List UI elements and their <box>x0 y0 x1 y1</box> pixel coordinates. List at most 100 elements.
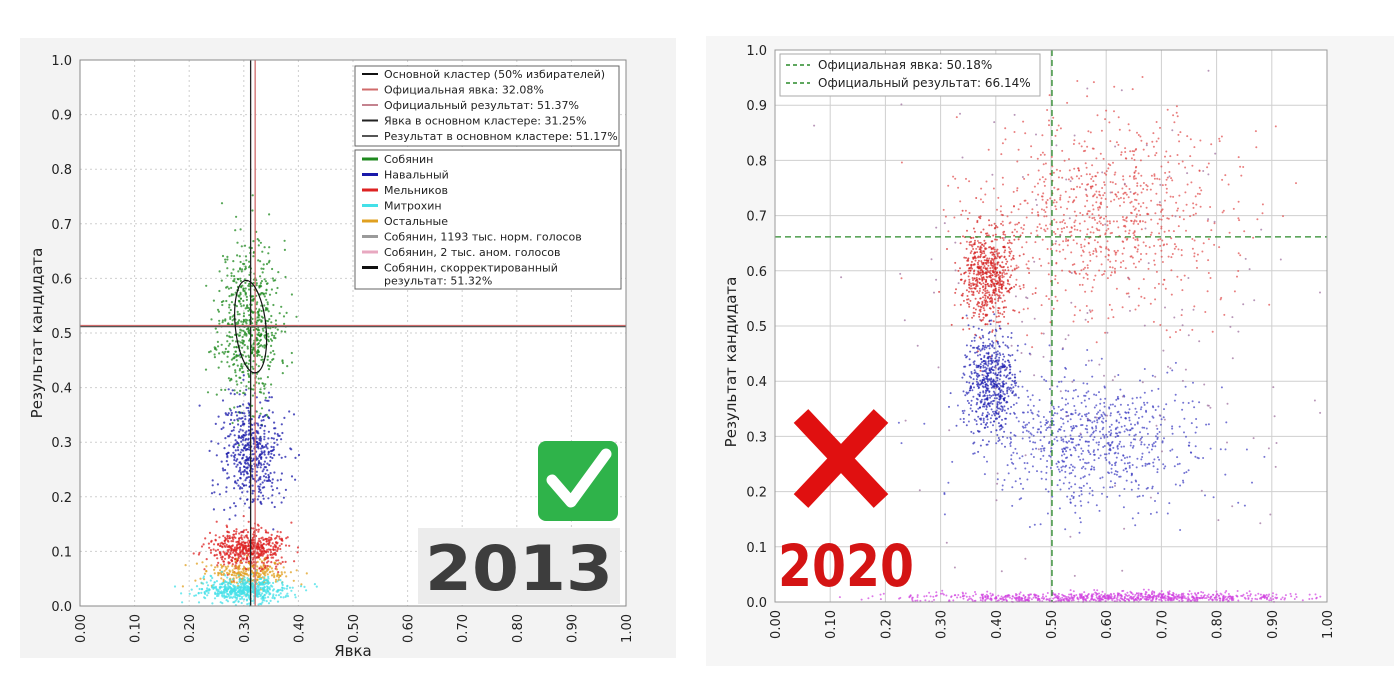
data-point <box>1154 286 1156 289</box>
data-point <box>1134 266 1137 269</box>
data-point <box>233 529 236 533</box>
data-point <box>1037 169 1040 172</box>
data-point <box>273 334 276 337</box>
data-point <box>1059 198 1062 201</box>
data-point <box>243 579 246 582</box>
data-point <box>978 273 981 275</box>
data-point <box>1176 154 1179 156</box>
chart-2013: 0.00.10.20.30.40.50.60.70.80.91.0 0.00 0.… <box>20 38 676 658</box>
data-point <box>993 264 996 267</box>
data-point <box>1184 166 1187 169</box>
data-point <box>979 253 982 256</box>
data-point <box>1134 524 1137 527</box>
data-point <box>985 372 988 375</box>
data-point <box>225 599 228 602</box>
data-point <box>1091 147 1094 150</box>
data-point <box>252 527 255 530</box>
data-point <box>1014 359 1017 362</box>
data-point <box>1001 142 1004 145</box>
data-point <box>1033 185 1036 188</box>
data-point <box>977 450 980 453</box>
data-point <box>975 247 978 250</box>
data-point <box>982 288 985 291</box>
data-point <box>282 596 285 599</box>
data-point <box>1003 405 1006 408</box>
data-point <box>242 454 245 457</box>
data-point <box>964 209 967 212</box>
data-point <box>1010 274 1013 277</box>
data-point <box>1114 171 1117 174</box>
data-point <box>970 404 973 407</box>
data-point <box>263 570 267 573</box>
data-point <box>234 480 237 483</box>
data-point <box>1003 430 1006 433</box>
data-point <box>276 328 279 331</box>
data-point <box>240 245 243 248</box>
data-point <box>1081 249 1084 252</box>
data-point <box>1107 227 1110 230</box>
data-point <box>1002 224 1004 227</box>
data-point <box>250 599 253 603</box>
data-point <box>242 558 245 561</box>
data-point <box>1054 205 1057 208</box>
data-point <box>256 556 259 559</box>
data-point <box>1027 173 1030 176</box>
data-point <box>257 572 260 575</box>
data-point <box>962 412 965 415</box>
data-point <box>1114 253 1117 256</box>
data-point <box>246 537 249 540</box>
data-point <box>241 580 244 583</box>
data-point <box>996 478 999 481</box>
data-point <box>968 305 971 308</box>
data-point <box>226 472 229 475</box>
data-point <box>1024 199 1027 202</box>
data-point <box>242 320 245 324</box>
data-point <box>1052 201 1055 204</box>
data-point <box>996 406 998 409</box>
data-point <box>1070 226 1073 229</box>
data-point <box>257 530 260 533</box>
data-point <box>1089 131 1092 134</box>
data-point <box>1114 193 1117 196</box>
data-point <box>991 340 994 343</box>
data-point <box>986 232 989 235</box>
data-point <box>258 537 261 540</box>
data-point <box>240 536 243 539</box>
data-point <box>1151 443 1154 446</box>
data-point <box>222 578 225 582</box>
data-point <box>993 414 996 417</box>
data-point <box>220 279 223 282</box>
data-point <box>200 545 204 548</box>
data-point <box>1064 222 1066 225</box>
legend-label: Результат в основном кластере: 51.17% <box>384 130 618 143</box>
data-point <box>1171 369 1174 372</box>
data-point <box>975 283 978 286</box>
data-point <box>1043 449 1046 452</box>
data-point <box>1088 251 1091 254</box>
data-point <box>276 433 279 436</box>
data-point <box>996 262 999 265</box>
x-tick-label: 0.80 <box>511 614 526 643</box>
data-point <box>981 380 984 383</box>
data-point <box>233 393 236 396</box>
data-point <box>1105 170 1108 173</box>
data-point <box>259 338 262 341</box>
data-point <box>1136 131 1138 134</box>
data-point <box>1142 202 1145 204</box>
data-point <box>999 327 1002 330</box>
data-point <box>259 595 262 598</box>
data-point <box>1084 205 1087 208</box>
data-point <box>284 544 288 547</box>
data-point <box>224 574 227 577</box>
data-point <box>225 543 228 546</box>
data-point <box>997 294 1000 297</box>
data-point <box>1086 212 1089 215</box>
data-point <box>227 322 230 325</box>
data-point <box>232 260 235 263</box>
data-point <box>989 276 991 279</box>
data-point <box>241 284 244 287</box>
data-point <box>1223 313 1226 316</box>
data-point <box>977 263 980 266</box>
data-point <box>1083 140 1086 143</box>
data-point <box>1132 222 1135 225</box>
